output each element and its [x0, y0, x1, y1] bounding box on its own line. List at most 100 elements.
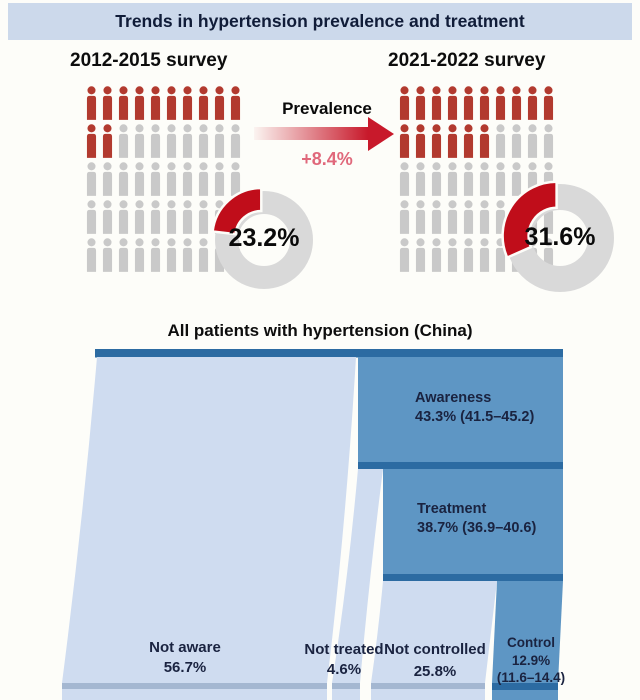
person-icon: [543, 124, 554, 158]
label-not-controlled: Not controlled: [384, 641, 486, 658]
person-icon: [463, 238, 474, 272]
person-icon: [118, 200, 129, 234]
page-title-band: Trends in hypertension prevalence and tr…: [8, 3, 632, 40]
person-icon: [198, 200, 209, 234]
person-icon: [527, 86, 538, 120]
prevalence-arrow-body: [254, 127, 368, 140]
label-control: Control: [507, 635, 555, 650]
person-icon: [214, 162, 225, 196]
ci-control: (11.6–14.4): [497, 670, 565, 685]
person-icon: [479, 86, 490, 120]
person-icon: [399, 162, 410, 196]
sankey-flow-chart: Awareness 43.3% (41.5–45.2) Treatment 38.7%…: [62, 349, 565, 700]
person-icon: [182, 162, 193, 196]
sankey-root-bar: [95, 349, 563, 358]
person-icon: [166, 124, 177, 158]
person-icon: [102, 200, 113, 234]
person-icon: [511, 162, 522, 196]
value-not-aware: 56.7%: [164, 659, 207, 676]
person-icon: [511, 86, 522, 120]
person-icon: [198, 238, 209, 272]
survey-2021-2022-heading: 2021-2022 survey: [388, 50, 546, 71]
value-control: 12.9%: [512, 653, 550, 668]
person-icon: [415, 162, 426, 196]
box-treatment: [383, 469, 563, 574]
person-icon: [134, 162, 145, 196]
person-icon: [182, 86, 193, 120]
person-icon: [543, 86, 554, 120]
person-icon: [150, 162, 161, 196]
person-icon: [431, 86, 442, 120]
page-title: Trends in hypertension prevalence and tr…: [115, 11, 525, 31]
person-icon: [118, 162, 129, 196]
person-icon: [102, 86, 113, 120]
person-icon: [399, 200, 410, 234]
baseline-not-treated: [332, 683, 360, 689]
donut-chart-2012-2015: [211, 186, 313, 289]
person-icon: [495, 124, 506, 158]
person-icon: [134, 200, 145, 234]
person-icon: [230, 162, 241, 196]
person-icon: [150, 200, 161, 234]
person-icon: [415, 86, 426, 120]
tail-control: [492, 690, 558, 700]
person-icon: [431, 238, 442, 272]
value-treatment: 38.7% (36.9–40.6): [417, 520, 536, 536]
person-icon: [166, 86, 177, 120]
person-icon: [166, 162, 177, 196]
person-icon: [86, 86, 97, 120]
person-icon: [399, 124, 410, 158]
person-icon: [134, 124, 145, 158]
person-icon: [198, 162, 209, 196]
donut-gray-ring: [215, 191, 313, 289]
tail-not-treated: [332, 689, 360, 700]
baseline-control: [492, 683, 558, 690]
person-icon: [431, 200, 442, 234]
person-icon: [415, 200, 426, 234]
prevalence-delta-value: +8.4%: [301, 149, 353, 169]
prevalence-arrow-head-icon: [368, 117, 394, 151]
person-icon: [447, 124, 458, 158]
person-icon: [134, 86, 145, 120]
person-icon: [415, 124, 426, 158]
person-icon: [479, 200, 490, 234]
baseline-not-controlled: [371, 683, 485, 689]
donut-value-2012-2015: 23.2%: [228, 224, 300, 252]
person-icon: [102, 162, 113, 196]
baseline-not-aware: [62, 683, 327, 689]
person-icon: [399, 238, 410, 272]
person-icon: [415, 238, 426, 272]
person-icon: [102, 124, 113, 158]
person-icon: [86, 162, 97, 196]
person-icon: [182, 124, 193, 158]
label-not-aware: Not aware: [149, 639, 221, 656]
person-icon: [182, 200, 193, 234]
flow-not-aware: [62, 357, 356, 683]
person-icon: [86, 238, 97, 272]
person-icon: [166, 238, 177, 272]
bar-treatment: [383, 574, 563, 581]
person-icon: [214, 124, 225, 158]
person-icon: [118, 124, 129, 158]
person-icon: [399, 86, 410, 120]
flow-not-treated: [332, 469, 383, 683]
person-icon: [495, 162, 506, 196]
person-icon: [150, 238, 161, 272]
flow-control: [492, 581, 563, 683]
sankey-title: All patients with hypertension (China): [167, 321, 473, 340]
value-not-controlled: 25.8%: [414, 663, 457, 680]
person-icon: [86, 200, 97, 234]
label-treatment: Treatment: [417, 501, 486, 517]
person-icon: [463, 162, 474, 196]
person-icon: [431, 162, 442, 196]
donut-chart-2021-2022: [501, 180, 614, 292]
person-icon: [447, 200, 458, 234]
person-icon: [479, 238, 490, 272]
pictogram-2012-2015: [85, 86, 245, 276]
person-icon: [102, 238, 113, 272]
person-icon: [447, 86, 458, 120]
donut-value-2021-2022: 31.6%: [524, 223, 596, 251]
donut-red-segment: [211, 186, 263, 236]
bar-awareness: [358, 462, 563, 469]
